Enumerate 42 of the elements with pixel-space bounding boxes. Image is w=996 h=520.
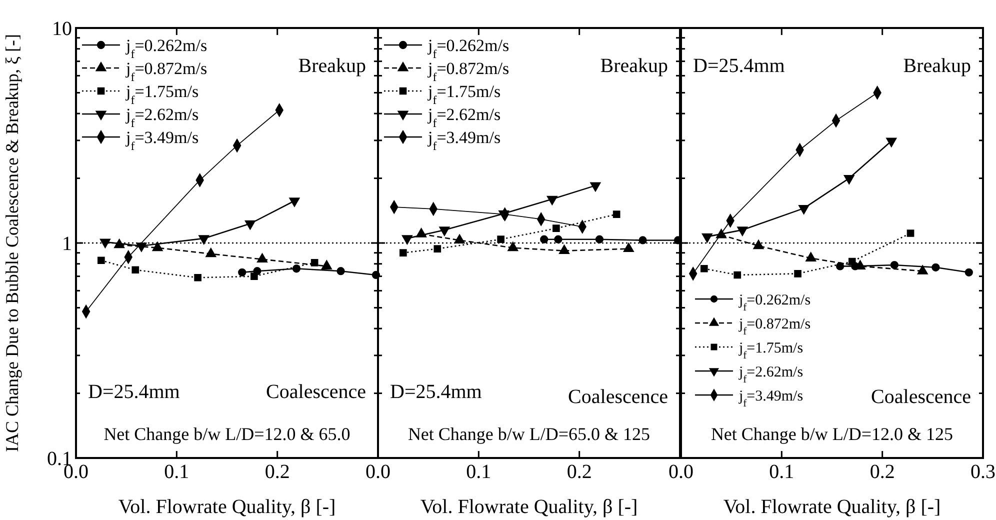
annotation: Net Change b/w L/D=65.0 & 125 <box>408 424 650 444</box>
legend-label: j$_{f}$=0.872m/s <box>125 58 208 84</box>
x-tick-label: 0.2 <box>264 461 290 483</box>
legend-label: j$_{f}$=0.872m/s <box>738 316 811 337</box>
legend-label: j$_{f}$=3.49m/s <box>125 128 199 153</box>
x-tick-label: 0.0 <box>366 461 390 483</box>
x-tick-label: 0.0 <box>668 461 694 483</box>
legend-label: j$_{f}$=0.872m/s <box>427 58 510 84</box>
annotation: Coalescence <box>568 386 668 408</box>
annotation: D=25.4mm <box>88 381 180 403</box>
legend-label: j$_{f}$=0.262m/s <box>125 36 208 61</box>
annotation: D=25.4mm <box>390 381 482 403</box>
legend-label: j$_{f}$=2.62m/s <box>125 104 199 130</box>
legend-label: j$_{f}$=1.75m/s <box>427 82 501 107</box>
x-tick-label: 0.2 <box>566 461 592 483</box>
annotation: Breakup <box>600 55 668 77</box>
annotation: Coalescence <box>871 386 972 408</box>
y-axis-title: IAC Change Due to Bubble Coalescence & Breakup, ξ [-] <box>2 34 22 452</box>
x-axis-title: Vol. Flowrate Quality, β [-] <box>723 496 941 518</box>
legend-label: j$_{f}$=0.262m/s <box>427 36 510 61</box>
x-axis-title: Vol. Flowrate Quality, β [-] <box>118 496 336 518</box>
annotation: D=25.4mm <box>693 55 786 77</box>
x-axis-title: Vol. Flowrate Quality, β [-] <box>420 496 638 518</box>
x-tick-label: 0.3 <box>970 461 996 483</box>
legend-label: j$_{f}$=2.62m/s <box>738 364 804 385</box>
x-tick-label: 0.1 <box>164 461 190 483</box>
y-tick-label: 10 <box>52 18 72 40</box>
annotation: Breakup <box>298 55 366 77</box>
legend-label: j$_{f}$=2.62m/s <box>427 104 501 130</box>
y-tick-label: 1 <box>62 233 72 255</box>
legend-label: j$_{f}$=3.49m/s <box>427 128 501 153</box>
annotation: Coalescence <box>266 381 366 403</box>
legend-label: j$_{f}$=0.262m/s <box>738 292 811 313</box>
x-tick-label: 0.1 <box>769 461 794 483</box>
x-tick-label: 0.1 <box>466 461 492 483</box>
legend-label: j$_{f}$=3.49m/s <box>738 388 804 409</box>
x-tick-label: 0.2 <box>870 461 895 483</box>
annotation: Net Change b/w L/D=12.0 & 125 <box>710 424 954 444</box>
annotation: Breakup <box>903 55 971 77</box>
legend-label: j$_{f}$=1.75m/s <box>738 340 804 361</box>
legend-label: j$_{f}$=1.75m/s <box>125 82 199 107</box>
annotation: Net Change b/w L/D=12.0 & 65.0 <box>104 424 350 444</box>
